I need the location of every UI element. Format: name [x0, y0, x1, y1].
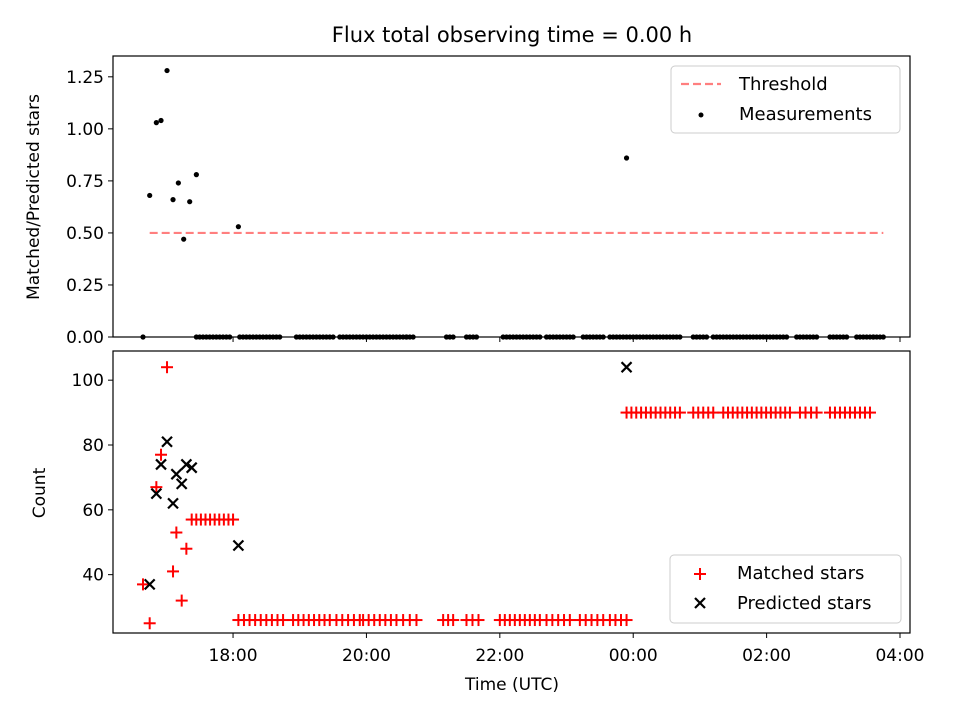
predicted-star-point: [620, 361, 633, 373]
bottom-plot-frame: [112, 350, 911, 634]
matched-star-point: [707, 406, 720, 419]
bottom-legend: Matched stars Predicted stars: [669, 554, 902, 624]
top-plot-frame: [112, 55, 911, 338]
predicted-star-point: [167, 497, 179, 510]
matched-star-point: [447, 614, 460, 627]
measurement-point: [158, 117, 164, 124]
measurement-point: [153, 120, 159, 126]
predicted-star-point: [170, 468, 183, 480]
predicted-star-point: [150, 487, 163, 500]
y-tick-label: 0.00: [66, 328, 104, 348]
matched-star-point: [563, 614, 576, 627]
x-axis-label: Time (UTC): [464, 675, 559, 695]
legend-threshold-label: Threshold: [738, 74, 828, 95]
predicted-star-point: [180, 458, 193, 471]
y-tick-label: 1.00: [66, 120, 104, 140]
legend-box: [669, 554, 902, 624]
bottom-y-axis-label: Count: [30, 467, 50, 518]
matched-star-point: [277, 614, 290, 627]
x-tick-label: 00:00: [609, 646, 658, 666]
bottom-panel: Count Time (UTC) 40 60 80 100 18:00 20:00 22:0…: [30, 350, 924, 695]
matched-star-point: [137, 578, 150, 591]
legend-matched-label: Matched stars: [737, 563, 864, 584]
measurement-point: [181, 236, 187, 242]
measurement-point: [175, 180, 181, 186]
x-tick-label: 22:00: [475, 646, 524, 666]
matched-star-point: [170, 526, 183, 539]
x-tick-label: 18:00: [209, 646, 258, 666]
matched-star-point: [143, 617, 156, 630]
top-legend: Threshold Measurements: [670, 65, 901, 134]
measurement-point: [187, 199, 193, 205]
y-tick-label: 60: [82, 501, 104, 521]
y-tick-label: 100: [72, 371, 104, 391]
matched-star-point: [410, 614, 423, 627]
legend-matched-marker: [694, 568, 706, 580]
measurement-point: [193, 172, 199, 178]
matched-star-point: [863, 406, 876, 419]
matched-star-point: [167, 565, 180, 578]
x-tick-label: 02:00: [742, 646, 791, 666]
predicted-star-point: [155, 458, 167, 471]
legend-predicted-marker: [694, 597, 706, 609]
y-tick-label: 0.50: [66, 224, 104, 244]
matched-star-point: [472, 614, 485, 627]
matched-star-point: [783, 406, 796, 419]
predicted-star-point: [143, 578, 156, 591]
predicted-star-point: [161, 435, 173, 448]
legend-measurements-marker: [698, 112, 704, 118]
matched-star-point: [180, 542, 193, 555]
measurement-point: [147, 192, 153, 199]
measurement-point: [235, 224, 241, 230]
predicted-star-point: [232, 539, 245, 552]
legend-predicted-label: Predicted stars: [737, 593, 871, 614]
legend-box: [670, 65, 901, 134]
matched-star-point: [673, 406, 686, 419]
matched-star-point: [620, 614, 633, 627]
matched-star-point: [227, 513, 240, 526]
x-tick-label: 04:00: [875, 646, 924, 666]
measurement-point: [623, 155, 630, 161]
matched-star-point: [161, 361, 174, 374]
y-tick-label: 1.25: [66, 68, 104, 88]
measurement-point: [164, 67, 170, 74]
legend-measurements-label: Measurements: [739, 104, 872, 125]
predicted-star-point: [185, 461, 198, 474]
y-tick-label: 80: [82, 436, 104, 456]
y-tick-label: 40: [82, 566, 104, 586]
top-panel: Flux total observing time = 0.00 h Match…: [24, 23, 911, 348]
measurement-point: [170, 197, 176, 203]
top-y-axis-label: Matched/Predicted stars: [24, 94, 44, 300]
matched-star-point: [150, 481, 163, 494]
y-tick-label: 0.75: [66, 172, 104, 192]
matched-star-point: [810, 406, 823, 419]
y-tick-label: 0.25: [66, 276, 104, 296]
predicted-star-point: [175, 478, 188, 490]
matched-star-point: [155, 448, 168, 461]
x-tick-label: 20:00: [342, 646, 391, 666]
chart-title: Flux total observing time = 0.00 h: [332, 23, 692, 47]
matched-star-point: [175, 594, 188, 607]
